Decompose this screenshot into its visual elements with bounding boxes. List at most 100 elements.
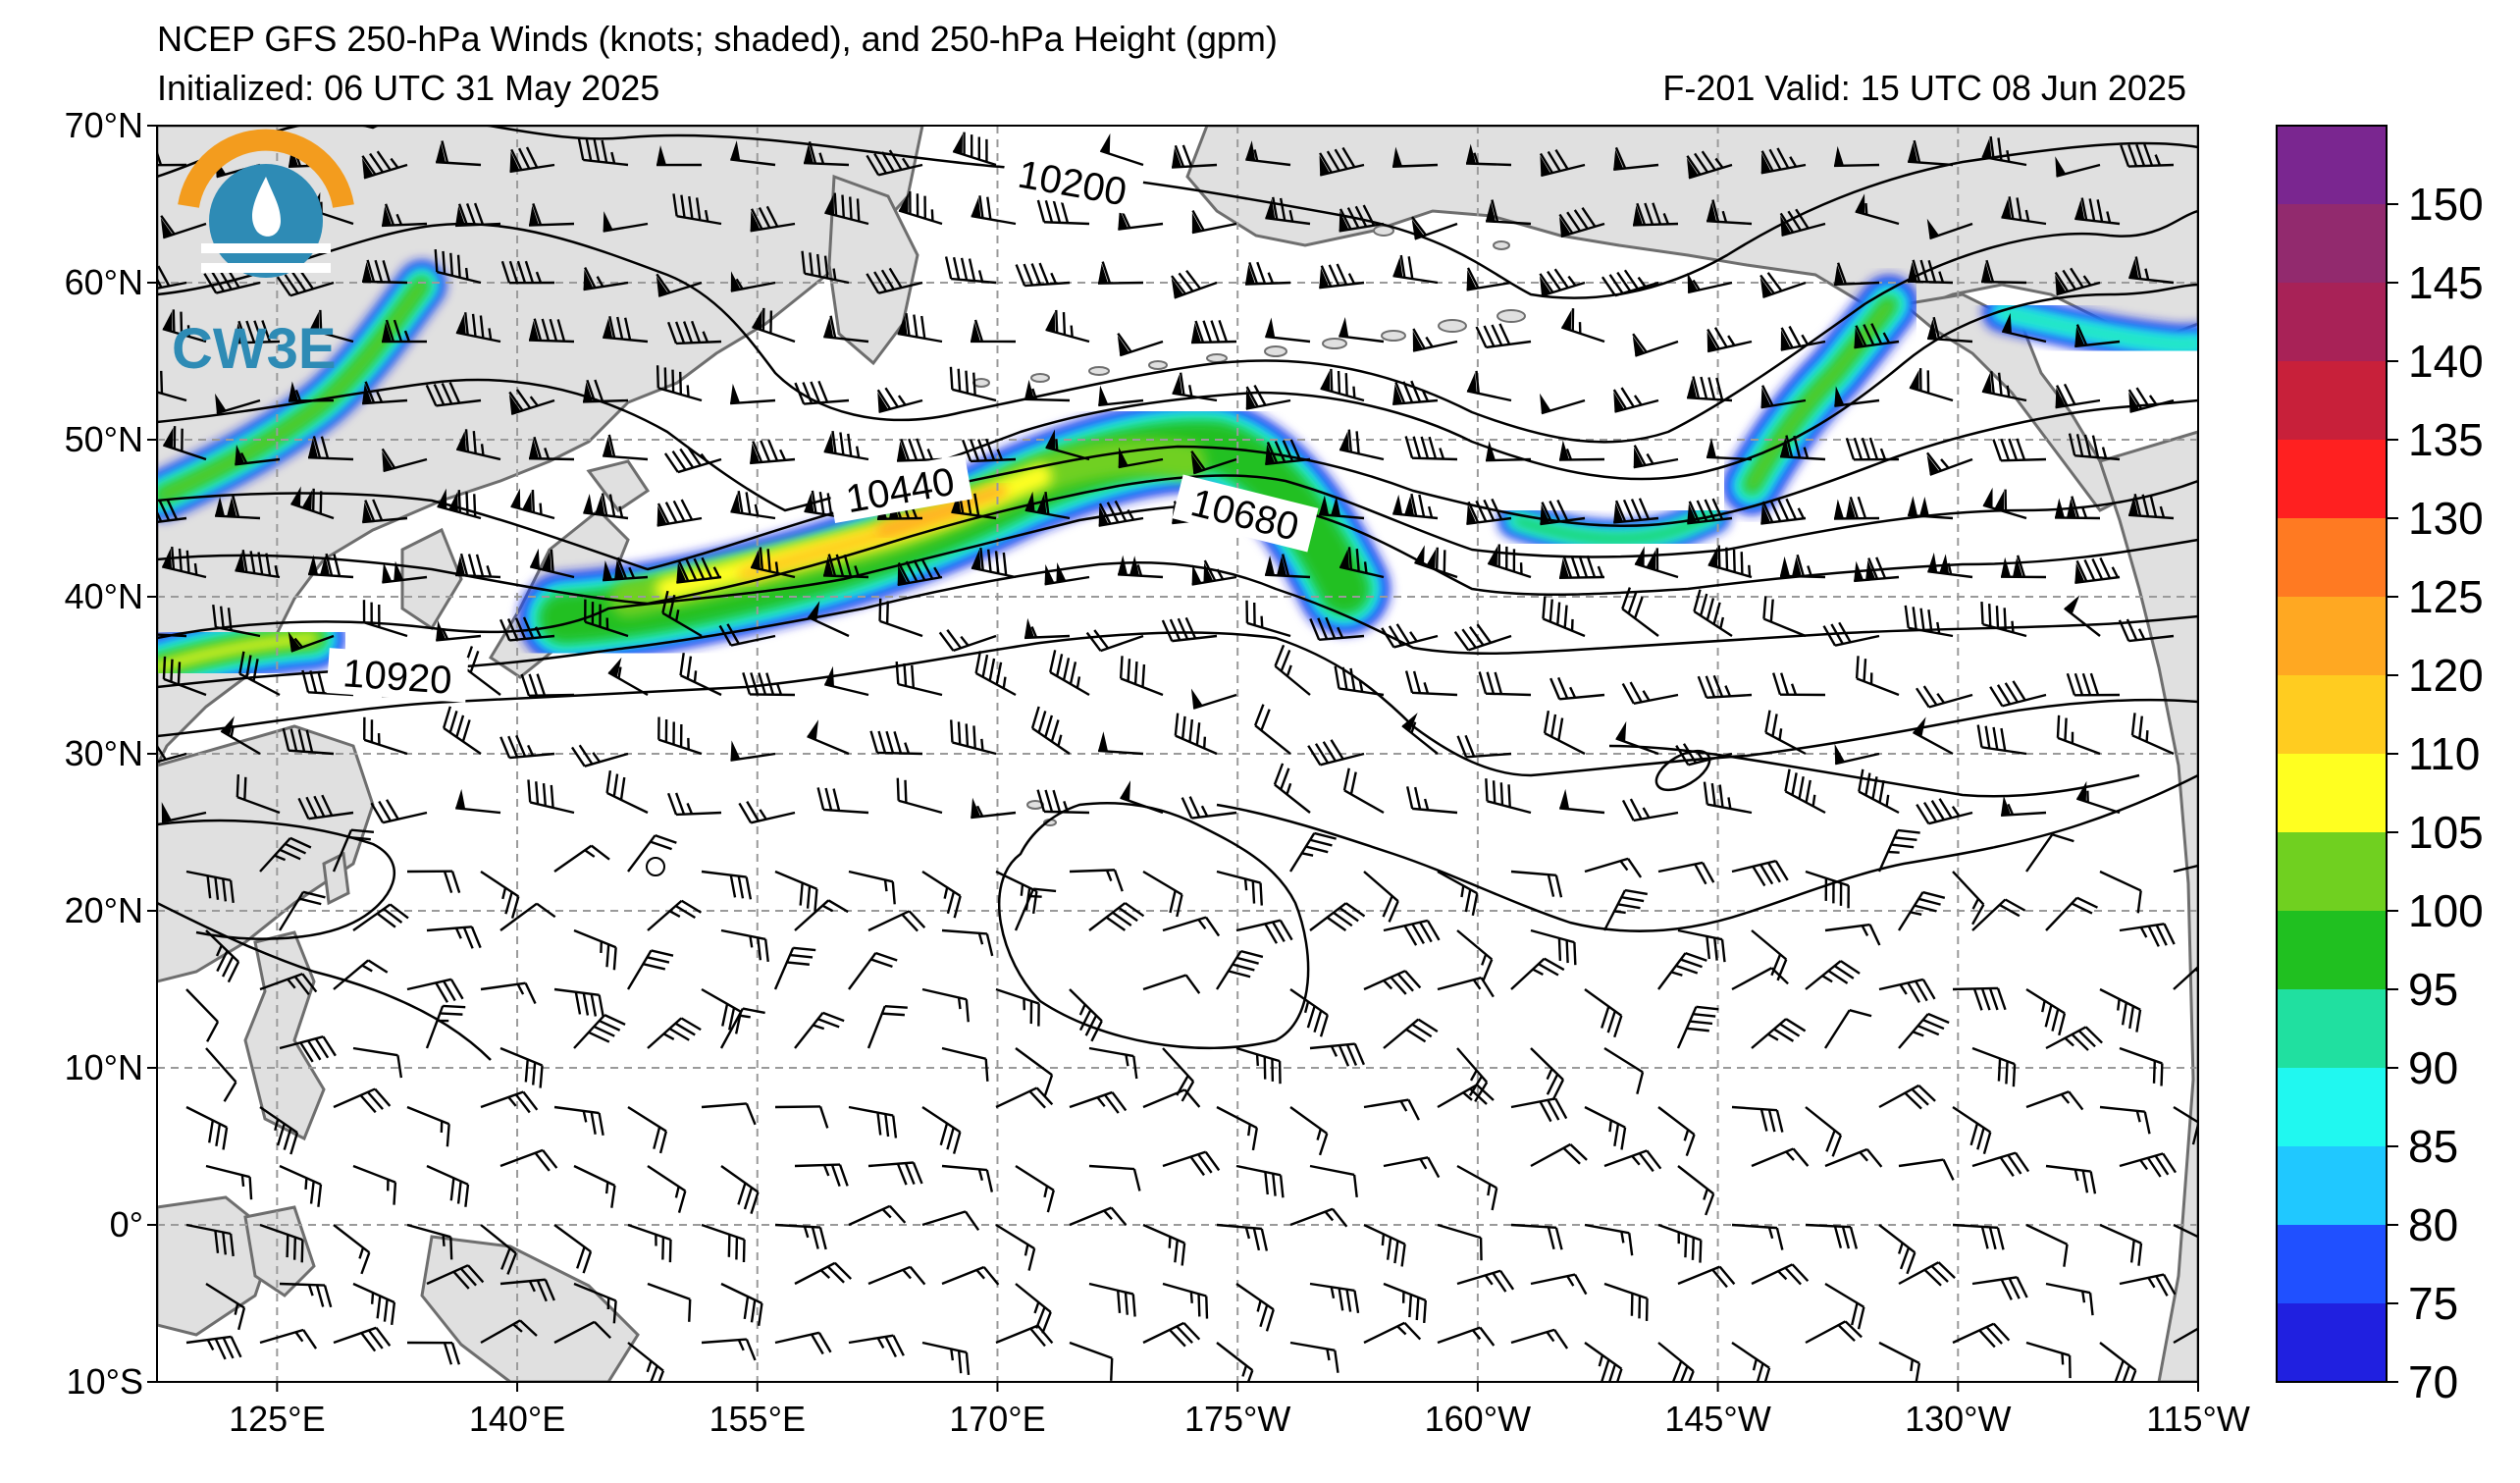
wind-barb <box>499 1148 558 1172</box>
lon-label: 170°E <box>949 1399 1045 1439</box>
wind-barb <box>1309 1164 1358 1198</box>
wind-barb <box>2173 1223 2198 1249</box>
wind-barb <box>1245 385 1291 410</box>
wind-barb <box>1558 440 1605 461</box>
wind-barb <box>288 381 335 402</box>
wind-barb <box>282 727 335 756</box>
wind-barb <box>730 383 776 405</box>
wind-barb <box>1363 871 1399 923</box>
wind-barb <box>1878 1224 1916 1275</box>
wind-barb <box>279 1282 333 1308</box>
wind-barb <box>921 870 962 919</box>
wind-barb <box>1015 1283 1052 1334</box>
wind-barb <box>1412 328 1458 352</box>
wind-barb <box>185 1105 229 1150</box>
wind-barb <box>1161 616 1218 643</box>
wind-barb <box>1510 957 1565 990</box>
wind-barb <box>1759 272 1807 298</box>
wind-barb <box>848 951 898 990</box>
wind-barb <box>1392 254 1439 285</box>
colorbar-label: 150 <box>2408 179 2484 230</box>
wind-barb <box>573 1164 616 1208</box>
wind-barb <box>898 190 943 226</box>
wind-barb <box>1118 447 1164 469</box>
wind-barb <box>822 554 869 579</box>
wind-barb <box>1097 261 1144 285</box>
wind-barb <box>1751 1018 1807 1049</box>
wind-barb <box>773 946 816 990</box>
wind-barb <box>2120 143 2175 168</box>
wind-barb <box>938 629 997 653</box>
wind-barb <box>1088 902 1145 931</box>
wind-barb <box>720 1165 760 1214</box>
wind-barb <box>1174 713 1218 756</box>
wind-barb <box>1615 720 1659 756</box>
wind-barb <box>212 605 261 638</box>
wind-barb <box>1088 1046 1138 1080</box>
wind-barb <box>676 556 722 584</box>
wind-barb <box>1621 681 1679 706</box>
wind-barb <box>1530 1047 1565 1101</box>
wind-barb <box>2074 324 2121 348</box>
wind-barb <box>1833 145 1880 168</box>
colorbar-label: 135 <box>2408 414 2484 465</box>
wind-barb <box>1916 798 1973 825</box>
colorbar-box <box>2277 754 2387 833</box>
lon-label: 160°W <box>1425 1399 1531 1439</box>
wind-barb <box>1404 670 1458 697</box>
wind-barb <box>867 1265 926 1286</box>
wind-barb <box>2119 923 2176 947</box>
wind-barb <box>1834 386 1880 407</box>
wind-barb <box>1392 493 1439 520</box>
wind-barb <box>2054 267 2101 296</box>
wind-barb <box>774 1105 829 1129</box>
wind-barb <box>185 1335 242 1360</box>
wind-barb <box>1486 199 1532 226</box>
wind-barb <box>2099 987 2142 1033</box>
wind-barb <box>1118 555 1164 579</box>
wind-barb <box>657 716 703 756</box>
wind-barb <box>1603 1149 1662 1173</box>
wind-barb <box>952 132 997 167</box>
wind-barb <box>995 1223 1036 1271</box>
wind-barb <box>157 622 187 638</box>
wind-barb <box>866 1004 908 1049</box>
wind-barb <box>1510 1328 1569 1350</box>
lat-label: 10°S <box>67 1361 143 1402</box>
borneo-sulawesi <box>243 1205 316 1298</box>
hokkaido <box>586 459 651 513</box>
wind-barb <box>1981 371 2027 402</box>
wind-barb <box>941 1046 989 1082</box>
wind-barb <box>1142 870 1183 918</box>
wind-barb <box>1015 262 1071 288</box>
wind-barb <box>2173 1319 2198 1345</box>
wind-barb <box>1824 923 1881 946</box>
wind-barb <box>528 318 575 344</box>
wind-barb <box>185 1223 235 1257</box>
wind-barb <box>1265 196 1311 226</box>
wind-barb <box>307 436 354 461</box>
wind-barb <box>259 1223 304 1263</box>
wind-barb <box>1549 676 1605 701</box>
wind-barb <box>661 590 703 638</box>
wind-barb <box>603 315 649 344</box>
latitude-labels: 70°N 60°N 50°N 40°N 30°N 20°N 10°N 0° 10°S <box>65 105 157 1402</box>
wind-barb <box>553 1320 612 1345</box>
wind-barb <box>1142 1088 1201 1109</box>
colorbar-box <box>2277 1146 2387 1226</box>
wind-barb <box>730 271 776 292</box>
wind-barb <box>1289 988 1329 1037</box>
wind-barb <box>824 192 869 226</box>
wind-barb <box>1751 1263 1810 1286</box>
philippines <box>243 930 326 1141</box>
wind-barb <box>718 623 776 647</box>
wind-barb <box>1437 870 1479 917</box>
wind-barb <box>823 430 869 461</box>
wind-barb <box>1833 496 1880 520</box>
wind-barb <box>2119 1273 2177 1297</box>
wind-barb <box>570 744 629 768</box>
wind-barb <box>971 547 1017 579</box>
colorbar-label: 95 <box>2408 964 2458 1015</box>
wind-barb <box>528 436 575 461</box>
